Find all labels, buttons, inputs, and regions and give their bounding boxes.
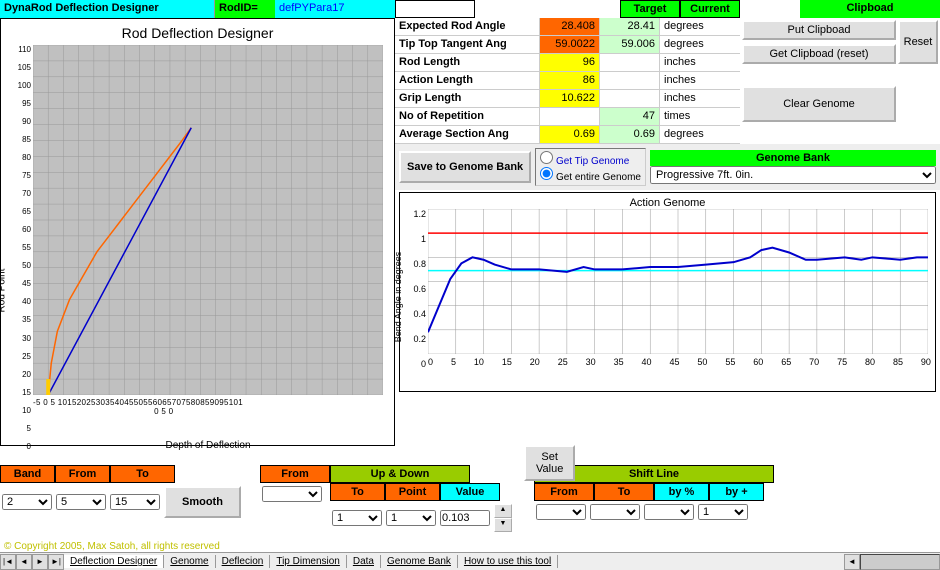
put-clipboard-button[interactable]: Put Clipboad: [742, 20, 896, 40]
param-label-1: Tip Top Tangent Ang: [395, 36, 540, 53]
app-title: DynaRod Deflection Designer: [0, 0, 215, 18]
param-unit-5: times: [660, 108, 720, 125]
updown-hdr: Up & Down: [330, 465, 470, 483]
tab-nav-first[interactable]: |◄: [0, 554, 16, 570]
value-down[interactable]: ▼: [494, 518, 512, 532]
param-unit-0: degrees: [660, 18, 720, 35]
param-unit-1: degrees: [660, 36, 720, 53]
from1-select[interactable]: 5: [56, 494, 106, 510]
get-clipboard-button[interactable]: Get Clipboad (reset): [742, 44, 896, 64]
param-label-6: Average Section Ang: [395, 126, 540, 143]
band-hdr: Band: [0, 465, 55, 483]
param-current-6: 0.69: [600, 126, 660, 143]
param-label-4: Grip Length: [395, 90, 540, 107]
tab-deflection-designer[interactable]: Deflection Designer: [64, 555, 164, 568]
to1-hdr: To: [110, 465, 175, 483]
chart1-xticks: -5 0 5 101520253035404550556065707580859…: [33, 398, 383, 416]
param-target-2[interactable]: 96: [540, 54, 600, 71]
clipboard-header: Clipboad: [800, 0, 940, 18]
byplus-select[interactable]: 1: [698, 504, 748, 520]
param-target-3[interactable]: 86: [540, 72, 600, 89]
current-header: Current: [680, 0, 740, 18]
byplus-hdr: by +: [709, 483, 764, 501]
tab-tip-dimension[interactable]: Tip Dimension: [270, 555, 347, 568]
tab-how-to-use-this-tool[interactable]: How to use this tool: [458, 555, 558, 568]
param-current-5: 47: [600, 108, 660, 125]
clear-genome-button[interactable]: Clear Genome: [742, 86, 896, 122]
value-up[interactable]: ▲: [494, 504, 512, 518]
chart2-ylabel: Bend Angle in degrees: [393, 252, 403, 343]
param-current-0: 28.41: [600, 18, 660, 35]
bypct-select[interactable]: [644, 504, 694, 520]
bypct-hdr: by %: [654, 483, 709, 501]
param-current-1: 59.006: [600, 36, 660, 53]
param-unit-2: inches: [660, 54, 720, 71]
action-genome-chart: Action Genome Bend Angle in degrees 1.21…: [399, 192, 936, 392]
param-target-1[interactable]: 59.0022: [540, 36, 600, 53]
param-unit-6: degrees: [660, 126, 720, 143]
genome-bank-header: Genome Bank: [650, 150, 936, 166]
param-target-0[interactable]: 28.408: [540, 18, 600, 35]
point-hdr: Point: [385, 483, 440, 501]
to2-hdr: To: [330, 483, 385, 501]
to1-select[interactable]: 15: [110, 494, 160, 510]
to2-select[interactable]: 1: [332, 510, 382, 526]
param-unit-3: inches: [660, 72, 720, 89]
smooth-button[interactable]: Smooth: [164, 486, 241, 518]
set-value-button[interactable]: Set Value: [524, 445, 575, 481]
chart1-title: Rod Deflection Designer: [3, 21, 392, 45]
copyright-text: © Copyright 2005, Max Satoh, all rights …: [4, 541, 220, 552]
param-label-2: Rod Length: [395, 54, 540, 71]
rodid-value: defPYPara17: [275, 0, 395, 18]
blank-cell[interactable]: [395, 0, 475, 18]
genome-bank-select[interactable]: Progressive 7ft. 0in.: [650, 166, 936, 184]
chart2-plot: [428, 209, 928, 354]
value-input[interactable]: [440, 510, 490, 526]
tab-data[interactable]: Data: [347, 555, 381, 568]
from1-hdr: From: [55, 465, 110, 483]
param-current-3: [600, 72, 660, 89]
to3-select[interactable]: [590, 504, 640, 520]
from3-select[interactable]: [536, 504, 586, 520]
tab-nav-last[interactable]: ►|: [48, 554, 64, 570]
value-hdr: Value: [440, 483, 500, 501]
save-genome-button[interactable]: Save to Genome Bank: [399, 151, 531, 183]
from3-hdr: From: [534, 483, 594, 501]
sheet-tabs: |◄ ◄ ► ►| Deflection DesignerGenomeDefle…: [0, 552, 940, 570]
scroll-left[interactable]: ◄: [844, 554, 860, 570]
chart1-plot: [33, 45, 383, 395]
tab-genome[interactable]: Genome: [164, 555, 215, 568]
param-label-5: No of Repetition: [395, 108, 540, 125]
radio-tip-genome[interactable]: Get Tip Genome: [540, 151, 641, 167]
param-current-4: [600, 90, 660, 107]
param-current-2: [600, 54, 660, 71]
param-target-4[interactable]: 10.622: [540, 90, 600, 107]
band-select[interactable]: 2: [2, 494, 52, 510]
chart1-xlabel: Depth of Deflection: [33, 440, 383, 451]
from2-select[interactable]: [262, 486, 322, 502]
param-label-3: Action Length: [395, 72, 540, 89]
tab-deflecion[interactable]: Deflecion: [216, 555, 271, 568]
from2-hdr: From: [260, 465, 330, 483]
tab-genome-bank[interactable]: Genome Bank: [381, 555, 458, 568]
to3-hdr: To: [594, 483, 654, 501]
radio-entire-genome[interactable]: Get entire Genome: [540, 167, 641, 183]
target-header: Target: [620, 0, 680, 18]
param-label-0: Expected Rod Angle: [395, 18, 540, 35]
reset-button[interactable]: Reset: [898, 20, 938, 64]
deflection-chart-panel: Rod Deflection Designer Rod Point 110105…: [0, 18, 395, 446]
tab-nav-prev[interactable]: ◄: [16, 554, 32, 570]
tab-nav-next[interactable]: ►: [32, 554, 48, 570]
point-select[interactable]: 1: [386, 510, 436, 526]
rodid-label: RodID=: [215, 0, 275, 18]
param-target-5[interactable]: [540, 108, 600, 125]
chart1-ylabel: Rod Point: [0, 269, 8, 313]
param-unit-4: inches: [660, 90, 720, 107]
chart2-title: Action Genome: [404, 197, 931, 209]
param-target-6[interactable]: 0.69: [540, 126, 600, 143]
